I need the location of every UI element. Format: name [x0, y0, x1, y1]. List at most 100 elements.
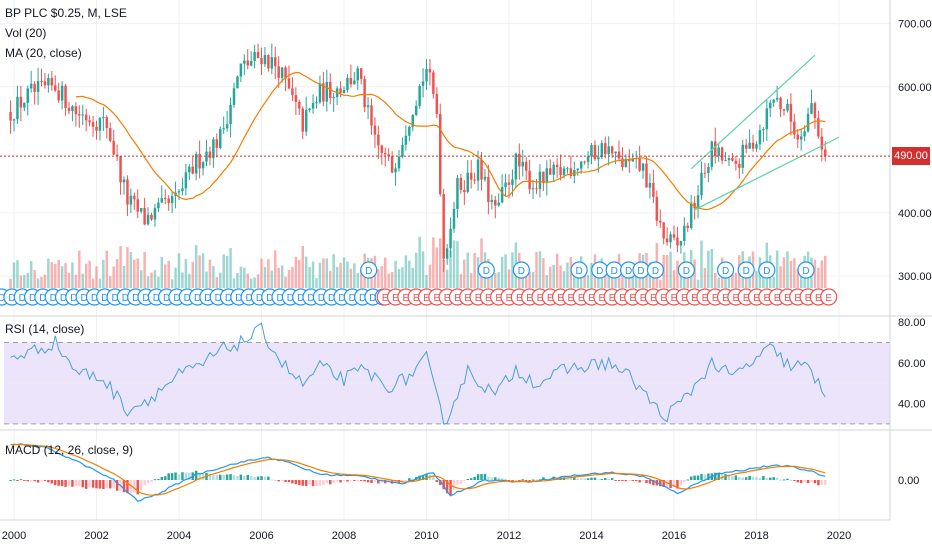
macd-histogram-bar: [26, 480, 29, 482]
volume-bar: [229, 247, 232, 288]
volume-bar: [308, 266, 311, 288]
macd-histogram-bar: [342, 480, 346, 482]
macd-histogram-bar: [469, 478, 473, 480]
macd-histogram-bar: [703, 474, 707, 480]
dividend-marker-label: D: [637, 266, 644, 277]
macd-histogram-bar: [115, 480, 119, 491]
dividend-marker-label: D: [328, 293, 335, 304]
macd-histogram-bar: [54, 480, 57, 486]
dividend-marker-label: D: [81, 293, 88, 304]
candle-body: [139, 207, 143, 212]
volume-bar: [817, 267, 820, 288]
volume-bar: [411, 267, 414, 288]
candle-body: [408, 126, 411, 136]
candle-body: [150, 214, 153, 220]
candle-body: [521, 161, 524, 167]
macd-histogram-bar: [445, 480, 449, 494]
candle-body: [67, 108, 71, 112]
volume-bar: [243, 267, 246, 288]
volume-bar: [786, 251, 789, 288]
volume-bar: [634, 273, 638, 288]
candle-body: [298, 101, 301, 109]
candle-body: [562, 168, 566, 176]
volume-bar: [590, 262, 593, 288]
dividend-marker: [677, 261, 695, 279]
volume-bar: [511, 252, 514, 288]
candle-body: [466, 172, 469, 193]
candle-body: [762, 129, 765, 131]
candle-body: [480, 159, 483, 180]
candle-body: [545, 168, 549, 183]
volume-bar: [167, 260, 170, 288]
candle-body: [765, 108, 769, 130]
dividend-marker: [512, 261, 530, 279]
candle-body: [270, 57, 274, 69]
volume-bar: [659, 279, 662, 288]
candle-body: [387, 154, 390, 157]
volume-bar: [146, 276, 150, 288]
earnings-marker-label: E: [392, 293, 399, 304]
volume-bar: [280, 265, 284, 288]
macd-histogram-bar: [373, 480, 377, 482]
earnings-marker-label: E: [506, 293, 513, 304]
macd-histogram-bar: [71, 480, 74, 487]
macd-histogram-bar: [683, 480, 686, 483]
candle-body: [36, 80, 40, 92]
candle-body: [524, 161, 528, 171]
candle-body: [29, 83, 33, 89]
volume-bar: [521, 276, 524, 288]
candle-body: [638, 157, 641, 171]
macd-histogram-bar: [174, 472, 177, 480]
macd-histogram-bar: [332, 480, 335, 484]
candle-body: [380, 145, 384, 153]
macd-histogram-bar: [88, 480, 91, 488]
earnings-marker-label: E: [568, 293, 575, 304]
dividend-marker-label: D: [483, 266, 490, 277]
volume-bar: [459, 274, 463, 288]
earnings-marker-label: E: [722, 293, 729, 304]
volume-bar: [219, 272, 222, 288]
candle-body: [112, 140, 115, 155]
candle-body: [738, 163, 741, 168]
candle-body: [676, 237, 679, 246]
volume-bar: [274, 250, 277, 288]
macd-histogram-bar: [143, 480, 146, 486]
macd-histogram-bar: [335, 480, 339, 482]
volume-bar: [583, 269, 586, 288]
volume-bar: [64, 263, 67, 288]
earnings-marker-label: E: [423, 293, 430, 304]
candle-body: [793, 121, 796, 135]
earnings-marker-label: E: [485, 293, 492, 304]
macd-histogram-bar: [160, 476, 164, 480]
macd-histogram-bar: [803, 480, 806, 483]
candle-body: [19, 96, 23, 108]
dividend-marker-label: D: [142, 293, 149, 304]
candle-body: [689, 202, 693, 229]
earnings-marker-label: E: [691, 293, 698, 304]
volume-bar: [318, 262, 322, 288]
candle-body: [769, 102, 772, 109]
macd-histogram-bar: [146, 480, 150, 484]
time-tick-label: 2020: [827, 530, 851, 542]
volume-bar: [122, 265, 126, 288]
dividend-marker: [716, 261, 735, 279]
volume-bar: [665, 255, 669, 288]
volume-bar: [205, 271, 208, 288]
volume-bar: [119, 246, 122, 288]
dividend-marker-label: D: [369, 293, 376, 304]
candle-body: [741, 144, 744, 168]
candle-body: [232, 88, 236, 105]
volume-bar: [71, 262, 74, 288]
candle-body: [384, 152, 387, 155]
candle-body: [490, 199, 494, 203]
candle-body: [50, 77, 54, 86]
volume-bar: [384, 257, 387, 288]
dividend-marker-label: D: [518, 266, 525, 277]
candle-body: [308, 108, 311, 111]
candle-body: [401, 144, 404, 157]
earnings-marker: [820, 288, 838, 306]
macd-histogram-bar: [291, 480, 294, 484]
candle-body: [119, 156, 122, 183]
price-tick-label: 300.00: [898, 271, 932, 283]
